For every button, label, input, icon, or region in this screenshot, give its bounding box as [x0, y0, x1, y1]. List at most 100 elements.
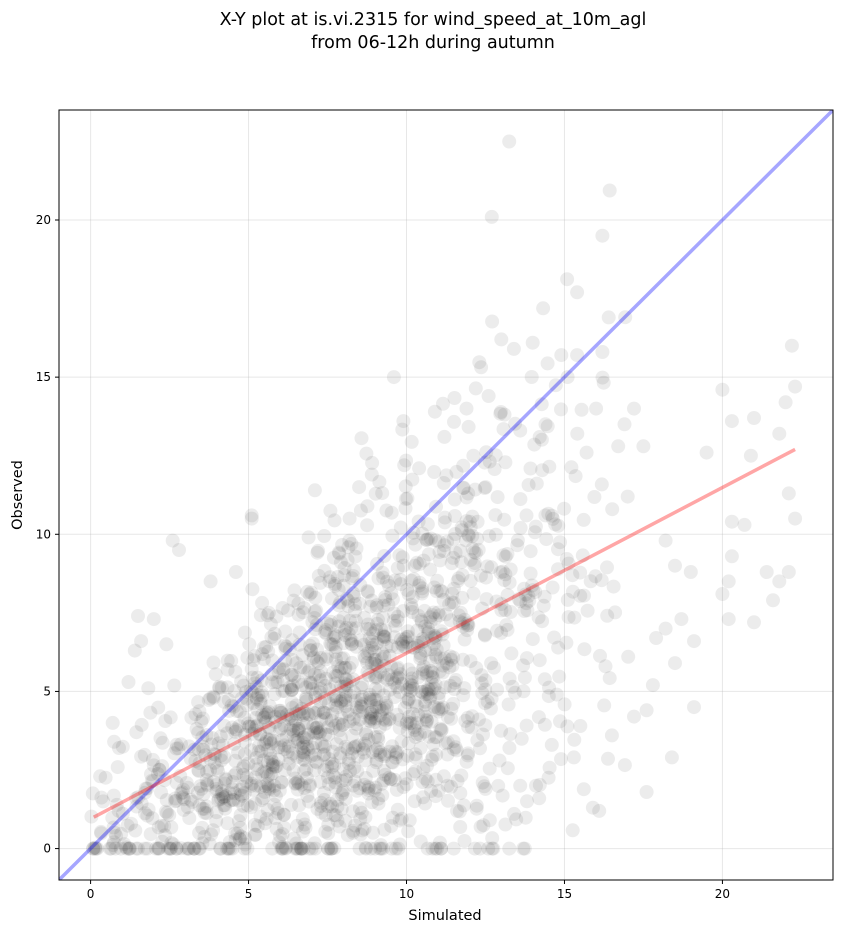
data-point	[501, 697, 516, 712]
data-point	[461, 528, 476, 543]
data-point	[240, 698, 255, 713]
data-point	[284, 668, 299, 683]
data-point	[446, 581, 461, 596]
data-point	[317, 529, 332, 543]
data-point	[258, 715, 273, 730]
data-point	[318, 727, 333, 742]
data-point	[531, 710, 546, 725]
data-point	[195, 711, 210, 726]
data-point	[158, 714, 173, 728]
data-point	[451, 571, 466, 586]
data-point	[301, 742, 316, 757]
data-point	[431, 701, 446, 716]
data-point	[155, 834, 170, 849]
data-point	[788, 511, 803, 526]
data-point	[322, 574, 337, 589]
data-point	[473, 819, 488, 834]
data-point	[272, 703, 287, 718]
data-point	[306, 650, 321, 665]
data-point	[340, 704, 355, 719]
data-point	[249, 778, 264, 793]
data-point	[437, 538, 452, 553]
data-point	[457, 612, 472, 627]
data-point	[317, 691, 332, 706]
data-point	[249, 757, 263, 772]
data-point	[467, 556, 482, 571]
data-point	[548, 378, 563, 393]
data-point	[308, 690, 323, 705]
data-point	[239, 770, 254, 785]
data-point	[354, 692, 369, 707]
data-point	[606, 579, 621, 594]
data-point	[307, 725, 322, 740]
data-point	[373, 838, 388, 853]
data-point	[420, 687, 435, 702]
data-point	[207, 747, 221, 762]
data-point	[542, 680, 556, 695]
data-point	[537, 717, 552, 732]
data-point	[470, 733, 485, 748]
data-point	[296, 824, 310, 839]
data-point	[511, 592, 526, 606]
data-point	[482, 529, 497, 544]
data-point	[218, 771, 233, 786]
data-point	[333, 750, 348, 765]
data-point	[369, 755, 384, 770]
data-point	[328, 652, 343, 667]
data-point	[299, 690, 314, 705]
data-point	[279, 840, 293, 855]
data-point	[683, 565, 698, 579]
data-point	[431, 605, 446, 620]
data-point	[596, 375, 611, 390]
data-point	[261, 644, 276, 659]
data-point	[235, 761, 250, 776]
data-point	[365, 455, 380, 470]
data-point	[334, 787, 349, 802]
data-point	[403, 716, 418, 731]
data-point	[357, 610, 372, 625]
data-point	[337, 661, 352, 675]
data-point	[248, 827, 262, 842]
data-point	[376, 630, 391, 645]
data-point	[323, 618, 338, 632]
data-point	[249, 679, 264, 694]
data-point	[538, 417, 553, 432]
data-point	[106, 788, 121, 803]
data-point	[358, 810, 373, 825]
data-point	[461, 746, 475, 761]
data-point	[509, 812, 524, 827]
data-point	[355, 823, 370, 838]
data-point	[215, 784, 230, 799]
data-point	[460, 710, 475, 725]
data-point	[481, 841, 496, 856]
data-point	[239, 684, 254, 699]
data-point	[554, 348, 569, 363]
data-point	[187, 742, 202, 757]
data-point	[280, 744, 295, 759]
data-point	[237, 786, 252, 800]
data-point	[410, 623, 425, 638]
data-point	[495, 788, 510, 803]
data-point	[376, 632, 391, 647]
data-point	[421, 626, 436, 641]
data-point	[378, 713, 393, 728]
data-point	[317, 563, 332, 578]
data-point	[279, 639, 294, 654]
data-point	[328, 640, 343, 655]
data-point	[503, 562, 518, 577]
data-point	[424, 752, 439, 767]
data-point	[144, 773, 159, 788]
data-point	[532, 430, 547, 444]
data-point	[368, 669, 383, 684]
data-point	[308, 686, 323, 701]
data-point	[495, 564, 510, 579]
data-point	[332, 546, 347, 561]
data-point	[334, 710, 349, 725]
data-point	[237, 841, 252, 856]
data-point	[475, 775, 490, 790]
data-point	[260, 768, 275, 783]
data-point	[248, 723, 263, 738]
data-point	[301, 727, 316, 742]
data-point	[324, 637, 339, 652]
